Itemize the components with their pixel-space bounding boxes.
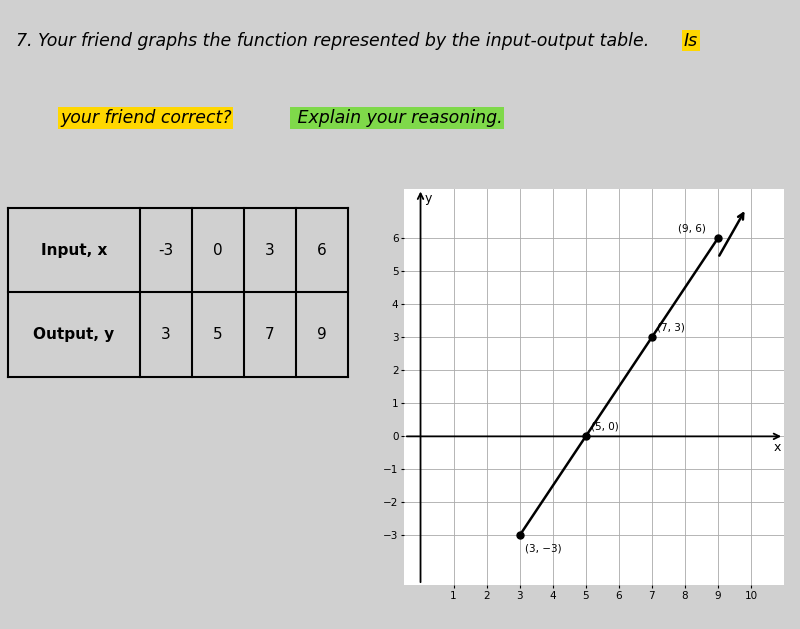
Text: (7, 3): (7, 3) xyxy=(657,323,685,333)
Text: your friend correct?: your friend correct? xyxy=(60,109,232,127)
Text: (3, −3): (3, −3) xyxy=(525,544,562,554)
Text: 6: 6 xyxy=(317,243,327,257)
Text: 3: 3 xyxy=(161,328,171,342)
Point xyxy=(514,530,526,540)
Text: 9: 9 xyxy=(317,328,327,342)
Text: y: y xyxy=(425,192,433,205)
Text: x: x xyxy=(774,442,781,454)
Text: (5, 0): (5, 0) xyxy=(590,422,618,431)
Text: Output, y: Output, y xyxy=(34,328,114,342)
Text: (9, 6): (9, 6) xyxy=(678,224,706,233)
Text: 5: 5 xyxy=(213,328,223,342)
Text: 0: 0 xyxy=(213,243,223,257)
Text: Is: Is xyxy=(684,31,698,50)
Point xyxy=(579,431,592,442)
Text: Input, x: Input, x xyxy=(41,243,107,257)
Text: 7. Your friend graphs the function represented by the input-output table.: 7. Your friend graphs the function repre… xyxy=(16,31,654,50)
Text: Explain your reasoning.: Explain your reasoning. xyxy=(292,109,502,127)
Text: 7: 7 xyxy=(265,328,275,342)
Text: 3: 3 xyxy=(265,243,275,257)
Point xyxy=(711,233,724,243)
Text: -3: -3 xyxy=(158,243,174,257)
Point xyxy=(646,332,658,342)
